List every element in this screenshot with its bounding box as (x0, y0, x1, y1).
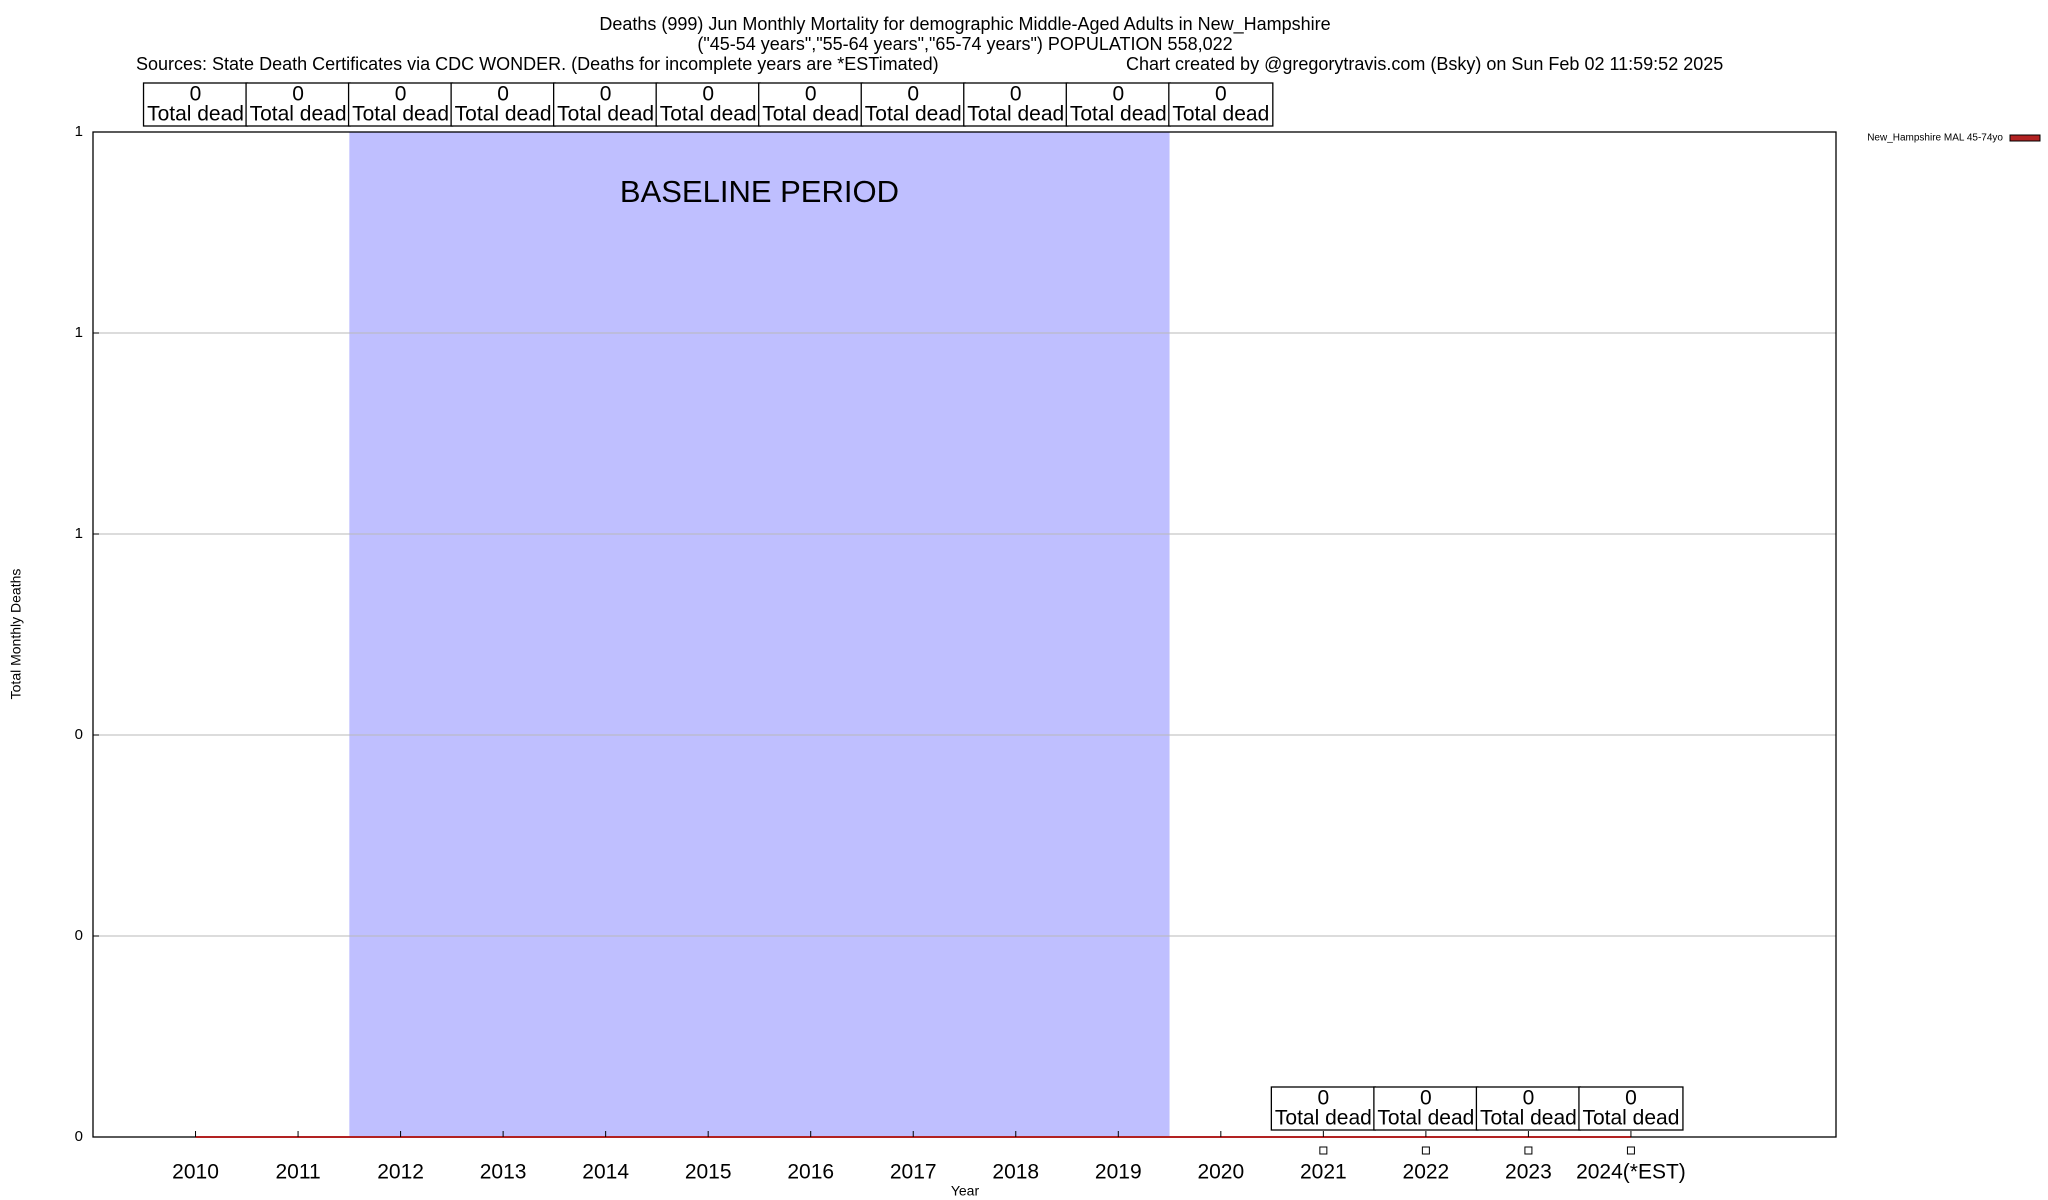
y-tick-label: 0 (75, 1128, 83, 1145)
baseline-label: BASELINE PERIOD (620, 174, 899, 209)
data-label-text: Total dead (967, 103, 1064, 126)
data-label-box (1065, 82, 1171, 127)
y-tick-label: 1 (75, 324, 83, 341)
x-tick-label: 2022 (1403, 1161, 1450, 1184)
y-tick-label: 1 (75, 123, 83, 140)
legend-swatch (2009, 134, 2041, 142)
y-axis-label: Total Monthly Deaths (8, 569, 24, 700)
data-label-value: 0 (190, 83, 202, 106)
x-tick-label: 2016 (787, 1161, 834, 1184)
data-label-value: 0 (292, 83, 304, 106)
credit: Chart created by @gregorytravis.com (Bsk… (1126, 54, 1723, 74)
data-label-text: Total dead (1172, 103, 1269, 126)
chart-subtitle: ("45-54 years","55-64 years","65-74 year… (697, 34, 1232, 54)
x-tick-label: 2010 (172, 1161, 219, 1184)
x-tick-label: 2015 (685, 1161, 732, 1184)
data-label-text: Total dead (250, 103, 347, 126)
data-label-value: 0 (1010, 83, 1022, 106)
data-label-box (655, 82, 761, 127)
data-label-text: Total dead (1275, 1107, 1372, 1130)
data-label-value: 0 (1215, 83, 1227, 106)
data-label-value: 0 (1625, 1087, 1637, 1110)
x-tick-label: 2012 (377, 1161, 424, 1184)
data-label-box (347, 82, 454, 127)
point-marker (1524, 1146, 1533, 1155)
data-label-value: 0 (805, 83, 817, 106)
data-label-value: 0 (497, 83, 509, 106)
data-label-value: 0 (395, 83, 407, 106)
data-label-text: Total dead (762, 103, 859, 126)
data-label-value: 0 (1318, 1087, 1330, 1110)
baseline-period (349, 132, 1170, 1137)
x-tick-label: 2021 (1300, 1161, 1347, 1184)
x-tick-label: 2023 (1505, 1161, 1552, 1184)
sources: Sources: State Death Certificates via CD… (136, 54, 939, 74)
data-label-text: Total dead (455, 103, 552, 126)
data-label-text: Total dead (1377, 1107, 1474, 1130)
y-tick-label: 1 (75, 525, 83, 542)
point-marker (1626, 1146, 1635, 1155)
x-tick-label: 2024(*EST) (1576, 1161, 1686, 1184)
data-label-box (1578, 1086, 1684, 1131)
data-label-value: 0 (702, 83, 714, 106)
x-tick-label: 2019 (1095, 1161, 1142, 1184)
chart-title: Deaths (999) Jun Monthly Mortality for d… (599, 14, 1330, 35)
point-marker (1319, 1146, 1328, 1155)
data-label-value: 0 (600, 83, 612, 106)
data-label-value: 0 (1420, 1087, 1432, 1110)
data-label-value: 0 (907, 83, 919, 106)
x-tick-label: 2013 (480, 1161, 527, 1184)
x-tick-label: 2011 (275, 1161, 320, 1184)
x-tick-label: 2018 (992, 1161, 1039, 1184)
data-label-text: Total dead (865, 103, 962, 126)
data-label-text: Total dead (352, 103, 449, 126)
x-tick-label: 2017 (890, 1161, 937, 1184)
x-tick-label: 2014 (582, 1161, 629, 1184)
x-tick-label: 2020 (1197, 1161, 1244, 1184)
data-label-value: 0 (1112, 83, 1124, 106)
data-label-text: Total dead (557, 103, 654, 126)
data-label-box (963, 82, 1069, 127)
data-label-text: Total dead (1480, 1107, 1577, 1130)
y-tick-label: 0 (75, 927, 83, 944)
data-label-box (1168, 82, 1274, 127)
data-label-text: Total dead (1070, 103, 1167, 126)
data-label-text: Total dead (660, 103, 757, 126)
legend-label: New_Hampshire MAL 45-74yo (1867, 133, 2003, 144)
x-axis-label: Year (951, 1183, 980, 1199)
data-label-text: Total dead (147, 103, 244, 126)
point-marker (1421, 1146, 1430, 1155)
data-label-text: Total dead (1582, 1107, 1679, 1130)
data-label-box (1373, 1086, 1479, 1131)
data-label-box (552, 82, 659, 127)
data-label-box (758, 82, 864, 127)
data-label-value: 0 (1523, 1087, 1535, 1110)
data-label-box (860, 82, 966, 127)
y-tick-label: 0 (75, 726, 83, 743)
data-label-box (245, 82, 351, 127)
